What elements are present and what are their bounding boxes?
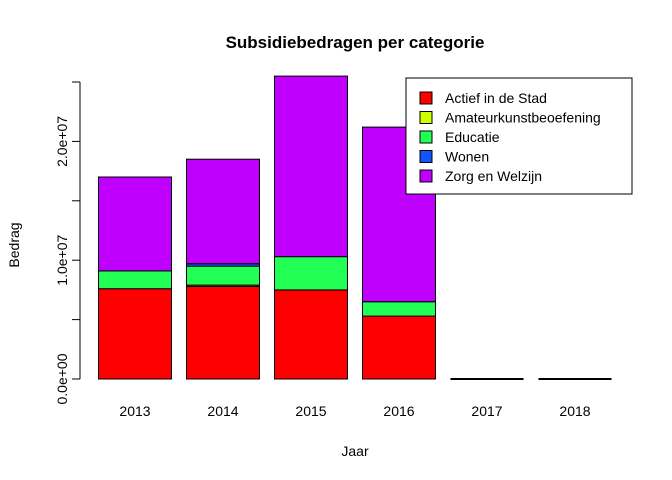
legend-swatch-1 xyxy=(419,111,433,124)
legend-box xyxy=(405,77,633,195)
bar-2015-series-0 xyxy=(274,289,348,380)
x-tick-labels: 2013 2014 2015 2016 2017 2018 xyxy=(119,403,590,419)
bar-2014-series-2 xyxy=(186,265,260,286)
legend-label-4: Zorg en Welzijn xyxy=(445,168,542,184)
legend-label-0: Actief in de Stad xyxy=(445,90,547,106)
bar-2015-series-4 xyxy=(274,75,348,258)
x-tick-label-2013: 2013 xyxy=(119,403,150,419)
legend-label-3: Wonen xyxy=(445,149,489,165)
legend-swatch-3 xyxy=(419,150,433,163)
x-tick-label-2015: 2015 xyxy=(295,403,326,419)
bars-layer xyxy=(98,75,612,380)
y-tick-label: 0.0e+00 xyxy=(54,353,70,404)
legend: Actief in de Stad Amateurkunstbeoefening E… xyxy=(405,77,633,195)
y-axis: 0.0e+00 1.0e+07 2.0e+07 xyxy=(54,81,81,405)
x-tick-label-2014: 2014 xyxy=(207,403,238,419)
x-tick-label-2017: 2017 xyxy=(471,403,502,419)
bar-2013-series-0 xyxy=(98,288,172,380)
chart-title: Subsidiebedragen per categorie xyxy=(226,33,485,52)
bar-2016-series-0 xyxy=(362,315,436,380)
bar-2013-series-2 xyxy=(98,270,172,290)
bar-2014-series-0 xyxy=(186,285,260,380)
legend-swatch-0 xyxy=(419,91,433,105)
bar-2013-series-4 xyxy=(98,176,172,272)
bar-2015-series-2 xyxy=(274,256,348,291)
legend-swatch-4 xyxy=(419,169,433,183)
y-tick-label: 1.0e+07 xyxy=(54,234,70,285)
bar-2014-series-4 xyxy=(186,158,260,265)
y-tick-label: 2.0e+07 xyxy=(54,116,70,167)
legend-label-1: Amateurkunstbeoefening xyxy=(445,110,601,126)
x-tick-label-2018: 2018 xyxy=(559,403,590,419)
legend-label-2: Educatie xyxy=(445,129,500,145)
x-tick-label-2016: 2016 xyxy=(383,403,414,419)
bar-2016-series-2 xyxy=(362,301,436,317)
legend-swatch-2 xyxy=(419,130,433,144)
x-axis-label: Jaar xyxy=(341,443,369,459)
y-axis-label: Bedrag xyxy=(6,222,22,267)
